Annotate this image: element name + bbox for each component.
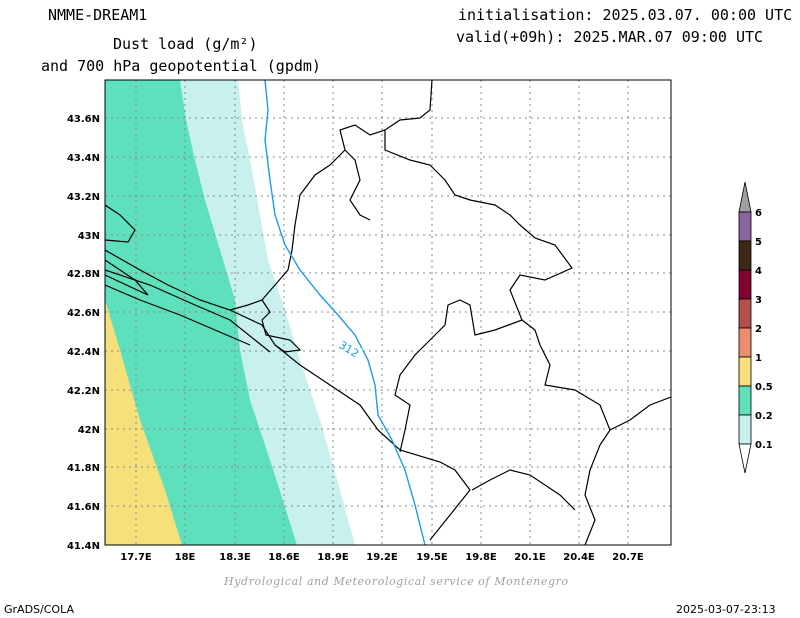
lat-label: 42.4N xyxy=(67,347,100,358)
lon-label: 20.4E xyxy=(563,552,595,563)
colorbar-label: 2 xyxy=(755,324,762,335)
lon-label: 18E xyxy=(175,552,196,563)
colorbar-label: 6 xyxy=(755,208,762,219)
lat-label: 42.2N xyxy=(67,386,100,397)
lat-label: 43.6N xyxy=(67,114,100,125)
lon-label: 20.7E xyxy=(612,552,644,563)
colorbar-label: 0.1 xyxy=(755,440,773,451)
lon-label: 17.7E xyxy=(120,552,152,563)
colorbar-labels: 6 5 4 3 2 1 0.5 0.2 0.1 xyxy=(755,208,773,451)
valid-time: valid(+09h): 2025.MAR.07 09:00 UTC xyxy=(456,28,764,46)
colorbar-label: 5 xyxy=(755,237,762,248)
field-title-line1: Dust load (g/m²) xyxy=(113,35,258,53)
colorbar-bottom-arrow xyxy=(738,443,752,474)
latitude-axis: 43.6N 43.4N 43.2N 43N 42.8N 42.6N 42.4N … xyxy=(67,114,100,552)
lat-label: 41.4N xyxy=(67,541,100,552)
colorbar-swatch xyxy=(738,414,752,445)
colorbar-label: 3 xyxy=(755,295,762,306)
grid-lines xyxy=(105,80,671,545)
lon-label: 19.8E xyxy=(465,552,497,563)
plot-frame xyxy=(104,79,672,546)
colorbar-swatch xyxy=(738,356,752,387)
colorbar-label: 0.5 xyxy=(755,382,773,393)
colorbar-swatch xyxy=(738,269,752,300)
initialisation-time: initialisation: 2025.03.07. 00:00 UTC xyxy=(458,6,793,24)
lat-label: 43N xyxy=(78,231,100,242)
colorbar xyxy=(738,181,752,474)
footer-timestamp: 2025-03-07-23:13 xyxy=(676,603,776,616)
lon-label: 20.1E xyxy=(514,552,546,563)
lat-label: 41.8N xyxy=(67,463,100,474)
lat-label: 42.6N xyxy=(67,308,100,319)
field-title-line2: and 700 hPa geopotential (gpdm) xyxy=(41,57,321,75)
lon-label: 19.5E xyxy=(416,552,448,563)
colorbar-label: 1 xyxy=(755,353,762,364)
lat-label: 42N xyxy=(78,425,100,436)
colorbar-swatch xyxy=(738,327,752,358)
colorbar-swatch xyxy=(738,240,752,271)
lat-label: 41.6N xyxy=(67,502,100,513)
geopotential-contour-312 xyxy=(264,80,426,545)
longitude-axis: 17.7E 18E 18.3E 18.6E 18.9E 19.2E 19.5E … xyxy=(120,552,644,563)
coastlines-borders xyxy=(105,80,671,545)
map-plot-area: 312 xyxy=(105,80,671,545)
lon-label: 18.9E xyxy=(317,552,349,563)
credit-line: Hydrological and Meteorological service … xyxy=(224,575,569,588)
colorbar-swatch xyxy=(738,385,752,416)
lat-label: 43.4N xyxy=(67,153,100,164)
colorbar-top-arrow xyxy=(738,181,752,213)
colorbar-swatch xyxy=(738,298,752,329)
colorbar-swatch xyxy=(738,211,752,242)
footer-software: GrADS/COLA xyxy=(4,603,74,616)
lon-label: 18.3E xyxy=(219,552,251,563)
lat-label: 42.8N xyxy=(67,269,100,280)
lon-label: 19.2E xyxy=(366,552,398,563)
colorbar-label: 0.2 xyxy=(755,411,773,422)
dust-band-0-5 xyxy=(105,300,182,545)
colorbar-label: 4 xyxy=(755,266,762,277)
lat-label: 43.2N xyxy=(67,192,100,203)
model-name: NMME-DREAM1 xyxy=(48,6,148,24)
lon-label: 18.6E xyxy=(268,552,300,563)
